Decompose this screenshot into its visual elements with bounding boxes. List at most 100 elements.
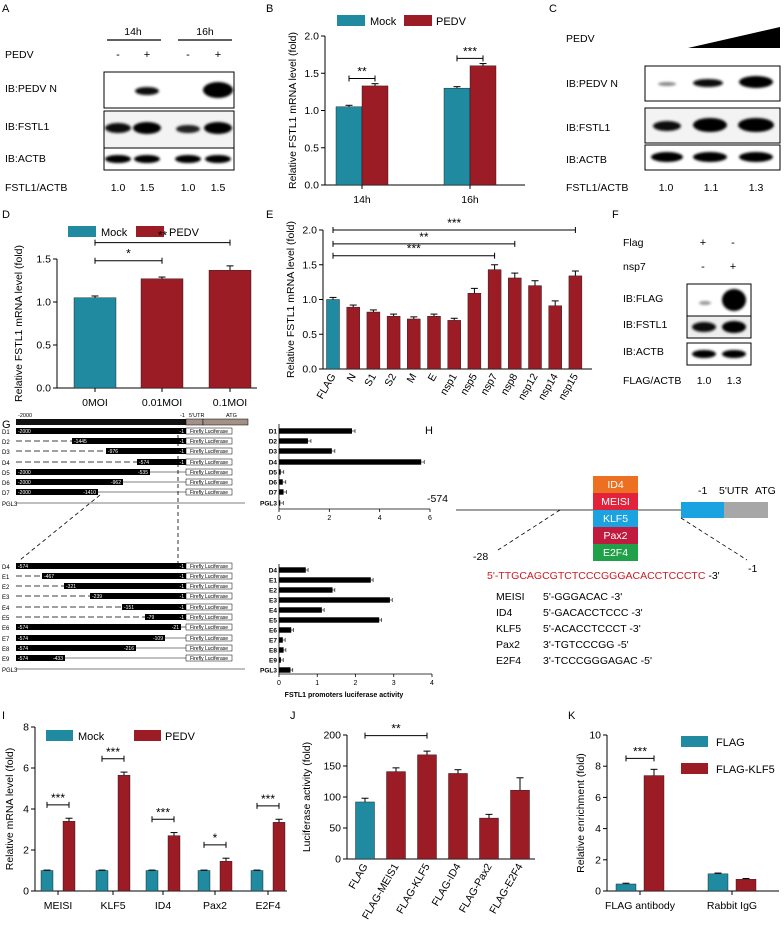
bar bbox=[279, 657, 281, 663]
bar bbox=[208, 269, 252, 389]
y-tick-label: 2 bbox=[23, 845, 29, 857]
zoom-guide-line bbox=[19, 494, 101, 561]
significance-mark: *** bbox=[106, 745, 120, 759]
y-tick-label: 0 bbox=[335, 854, 341, 866]
blot-label: IB:FSTL1 bbox=[623, 319, 668, 331]
y-tick-label: 8 bbox=[595, 761, 601, 773]
x-tick-label: Rabbit IgG bbox=[707, 900, 757, 912]
bar bbox=[427, 315, 441, 370]
bar bbox=[219, 861, 233, 892]
bar bbox=[197, 870, 211, 892]
pedv-sign: + bbox=[215, 49, 221, 61]
promoter-fragment bbox=[137, 459, 186, 465]
blot-band bbox=[653, 121, 681, 131]
ratio-label: FSTL1/ACTB bbox=[5, 182, 67, 194]
luciferase-label: Firefly Luciferase bbox=[190, 449, 228, 455]
atg-label: ATG bbox=[755, 485, 776, 497]
bar bbox=[40, 870, 54, 892]
fragment-start: -574 bbox=[18, 636, 28, 642]
fragment-start: -467 bbox=[44, 574, 54, 580]
bar bbox=[326, 299, 340, 370]
dose-gradient-triangle bbox=[688, 27, 780, 48]
blot-band bbox=[134, 155, 160, 163]
significance-mark: * bbox=[213, 831, 218, 845]
ratio-value: 1.0 bbox=[697, 375, 712, 387]
y-tick-label: D1 bbox=[269, 429, 278, 436]
promoter-fragment bbox=[16, 489, 98, 495]
motif-seq: 3'-TGTCCCGG -5' bbox=[543, 639, 629, 651]
legend-flag-klf5: FLAG-KLF5 bbox=[716, 764, 775, 776]
chart-e: 0.0 0.5 1.0 1.5 2.0 Relative FSTL1 mRNA level… bbox=[285, 216, 592, 402]
utr-label: 5'UTR bbox=[719, 485, 749, 497]
chart-d: 0.0 0.5 1.0 1.5 Relative FSTL1 mRNA level (f… bbox=[13, 229, 257, 409]
header-end: -1 bbox=[180, 413, 185, 419]
bar bbox=[548, 305, 562, 370]
fragment-end: -962 bbox=[111, 480, 121, 486]
flag-row-label: Flag bbox=[623, 237, 644, 249]
blot-label: IB:PEDV N bbox=[566, 78, 618, 90]
y-tick-label: 2.0 bbox=[304, 31, 319, 43]
luciferase-box bbox=[185, 634, 233, 642]
luciferase-label: Firefly Luciferase bbox=[190, 636, 228, 642]
y-tick-label: 6 bbox=[595, 792, 601, 804]
time-label-14h: 14h bbox=[124, 26, 142, 38]
y-tick-label: E5 bbox=[269, 618, 277, 625]
bar bbox=[417, 754, 437, 860]
blot-band bbox=[135, 87, 159, 95]
construct-name: D5 bbox=[2, 471, 10, 477]
luciferase-label: Firefly Luciferase bbox=[190, 646, 228, 652]
bar bbox=[735, 879, 757, 892]
bar bbox=[447, 320, 461, 370]
bar bbox=[469, 65, 497, 186]
ratio-value: 1.5 bbox=[140, 182, 155, 194]
panel-b: B Mock PEDV 0.0 0.5 1.0 1.5 2.0 Relative FSTL… bbox=[266, 3, 525, 206]
luciferase-label: Firefly Luciferase bbox=[190, 605, 228, 611]
significance-mark: ** bbox=[419, 230, 429, 244]
y-tick-label: 4 bbox=[23, 804, 29, 816]
y-tick-label: D5 bbox=[269, 470, 278, 477]
x-tick-label: E bbox=[426, 372, 440, 384]
bar bbox=[355, 801, 375, 860]
x-tick-label: 6 bbox=[428, 515, 432, 522]
blot-band bbox=[176, 125, 200, 133]
motif-name: Pax2 bbox=[496, 639, 520, 651]
x-tick-label: ID4 bbox=[155, 900, 172, 912]
significance-mark: * bbox=[126, 247, 131, 261]
ratio-value: 1.1 bbox=[704, 182, 719, 194]
bar bbox=[279, 617, 380, 623]
blot-band bbox=[692, 350, 716, 358]
luciferase-label: Firefly Luciferase bbox=[190, 594, 228, 600]
pedv-sign: + bbox=[144, 49, 150, 61]
motif-name: E2F4 bbox=[496, 655, 521, 667]
promoter-fragment bbox=[16, 655, 65, 661]
x-axis-label: FSTL1 promoters luciferase activity bbox=[285, 692, 404, 699]
bar bbox=[467, 293, 482, 370]
x-tick-label: FLAG antibody bbox=[605, 900, 676, 912]
y-tick-label: PGL3 bbox=[260, 501, 277, 508]
promoter-fragment bbox=[16, 479, 123, 485]
y-tick-label: 1.0 bbox=[304, 105, 319, 117]
luciferase-box bbox=[185, 427, 233, 435]
blot-band bbox=[651, 152, 683, 162]
y-tick-label: 1.5 bbox=[36, 254, 51, 266]
y-tick-label: E1 bbox=[269, 578, 277, 585]
blot-label: IB:ACTB bbox=[5, 153, 46, 165]
construct-name: D3 bbox=[2, 450, 10, 456]
panel-h-label: H bbox=[425, 425, 433, 437]
significance-mark: ** bbox=[357, 64, 367, 78]
promoter-fragment bbox=[16, 469, 150, 475]
luciferase-label: Firefly Luciferase bbox=[190, 574, 228, 580]
ratio-value: 1.0 bbox=[111, 182, 126, 194]
bar bbox=[443, 87, 471, 186]
tf-label: ID4 bbox=[607, 479, 624, 491]
bar bbox=[279, 428, 352, 434]
pedv-sign: - bbox=[186, 49, 190, 61]
construct-name: D6 bbox=[2, 481, 10, 487]
significance-mark: *** bbox=[447, 216, 461, 230]
blot-band bbox=[204, 122, 232, 134]
blot-label: IB:ACTB bbox=[623, 346, 664, 358]
nsp7-row-label: nsp7 bbox=[623, 261, 646, 273]
